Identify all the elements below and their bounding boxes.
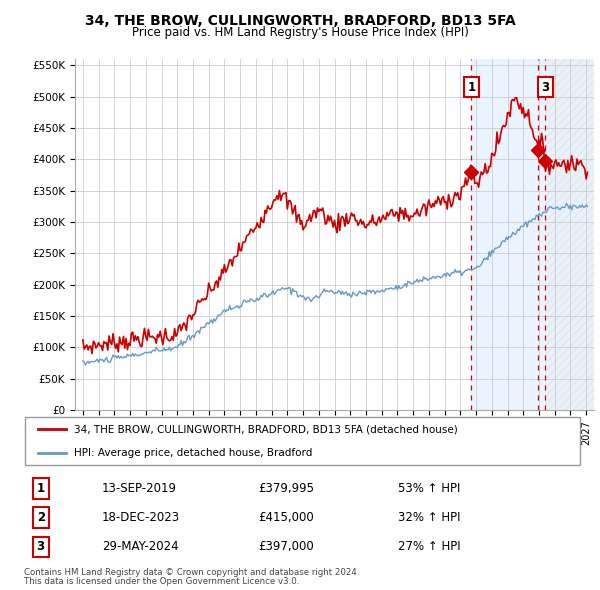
Text: £415,000: £415,000	[259, 511, 314, 525]
Text: 29-MAY-2024: 29-MAY-2024	[102, 540, 179, 553]
Text: 34, THE BROW, CULLINGWORTH, BRADFORD, BD13 5FA: 34, THE BROW, CULLINGWORTH, BRADFORD, BD…	[85, 14, 515, 28]
Text: £379,995: £379,995	[259, 482, 314, 495]
FancyBboxPatch shape	[25, 417, 580, 465]
Text: This data is licensed under the Open Government Licence v3.0.: This data is licensed under the Open Gov…	[24, 577, 299, 586]
Text: 1: 1	[467, 81, 476, 94]
Text: 32% ↑ HPI: 32% ↑ HPI	[398, 511, 460, 525]
Text: 53% ↑ HPI: 53% ↑ HPI	[398, 482, 460, 495]
Text: 34, THE BROW, CULLINGWORTH, BRADFORD, BD13 5FA (detached house): 34, THE BROW, CULLINGWORTH, BRADFORD, BD…	[74, 424, 458, 434]
Text: 2: 2	[37, 511, 45, 525]
Text: 3: 3	[541, 81, 550, 94]
Text: £397,000: £397,000	[259, 540, 314, 553]
Text: Price paid vs. HM Land Registry's House Price Index (HPI): Price paid vs. HM Land Registry's House …	[131, 26, 469, 39]
Bar	[545, 59, 594, 410]
Text: 3: 3	[37, 540, 45, 553]
Text: 13-SEP-2019: 13-SEP-2019	[102, 482, 177, 495]
Text: 1: 1	[37, 482, 45, 495]
Text: HPI: Average price, detached house, Bradford: HPI: Average price, detached house, Brad…	[74, 448, 313, 458]
Text: Contains HM Land Registry data © Crown copyright and database right 2024.: Contains HM Land Registry data © Crown c…	[24, 568, 359, 576]
Bar	[472, 59, 545, 410]
Text: 27% ↑ HPI: 27% ↑ HPI	[398, 540, 460, 553]
Text: 18-DEC-2023: 18-DEC-2023	[102, 511, 180, 525]
